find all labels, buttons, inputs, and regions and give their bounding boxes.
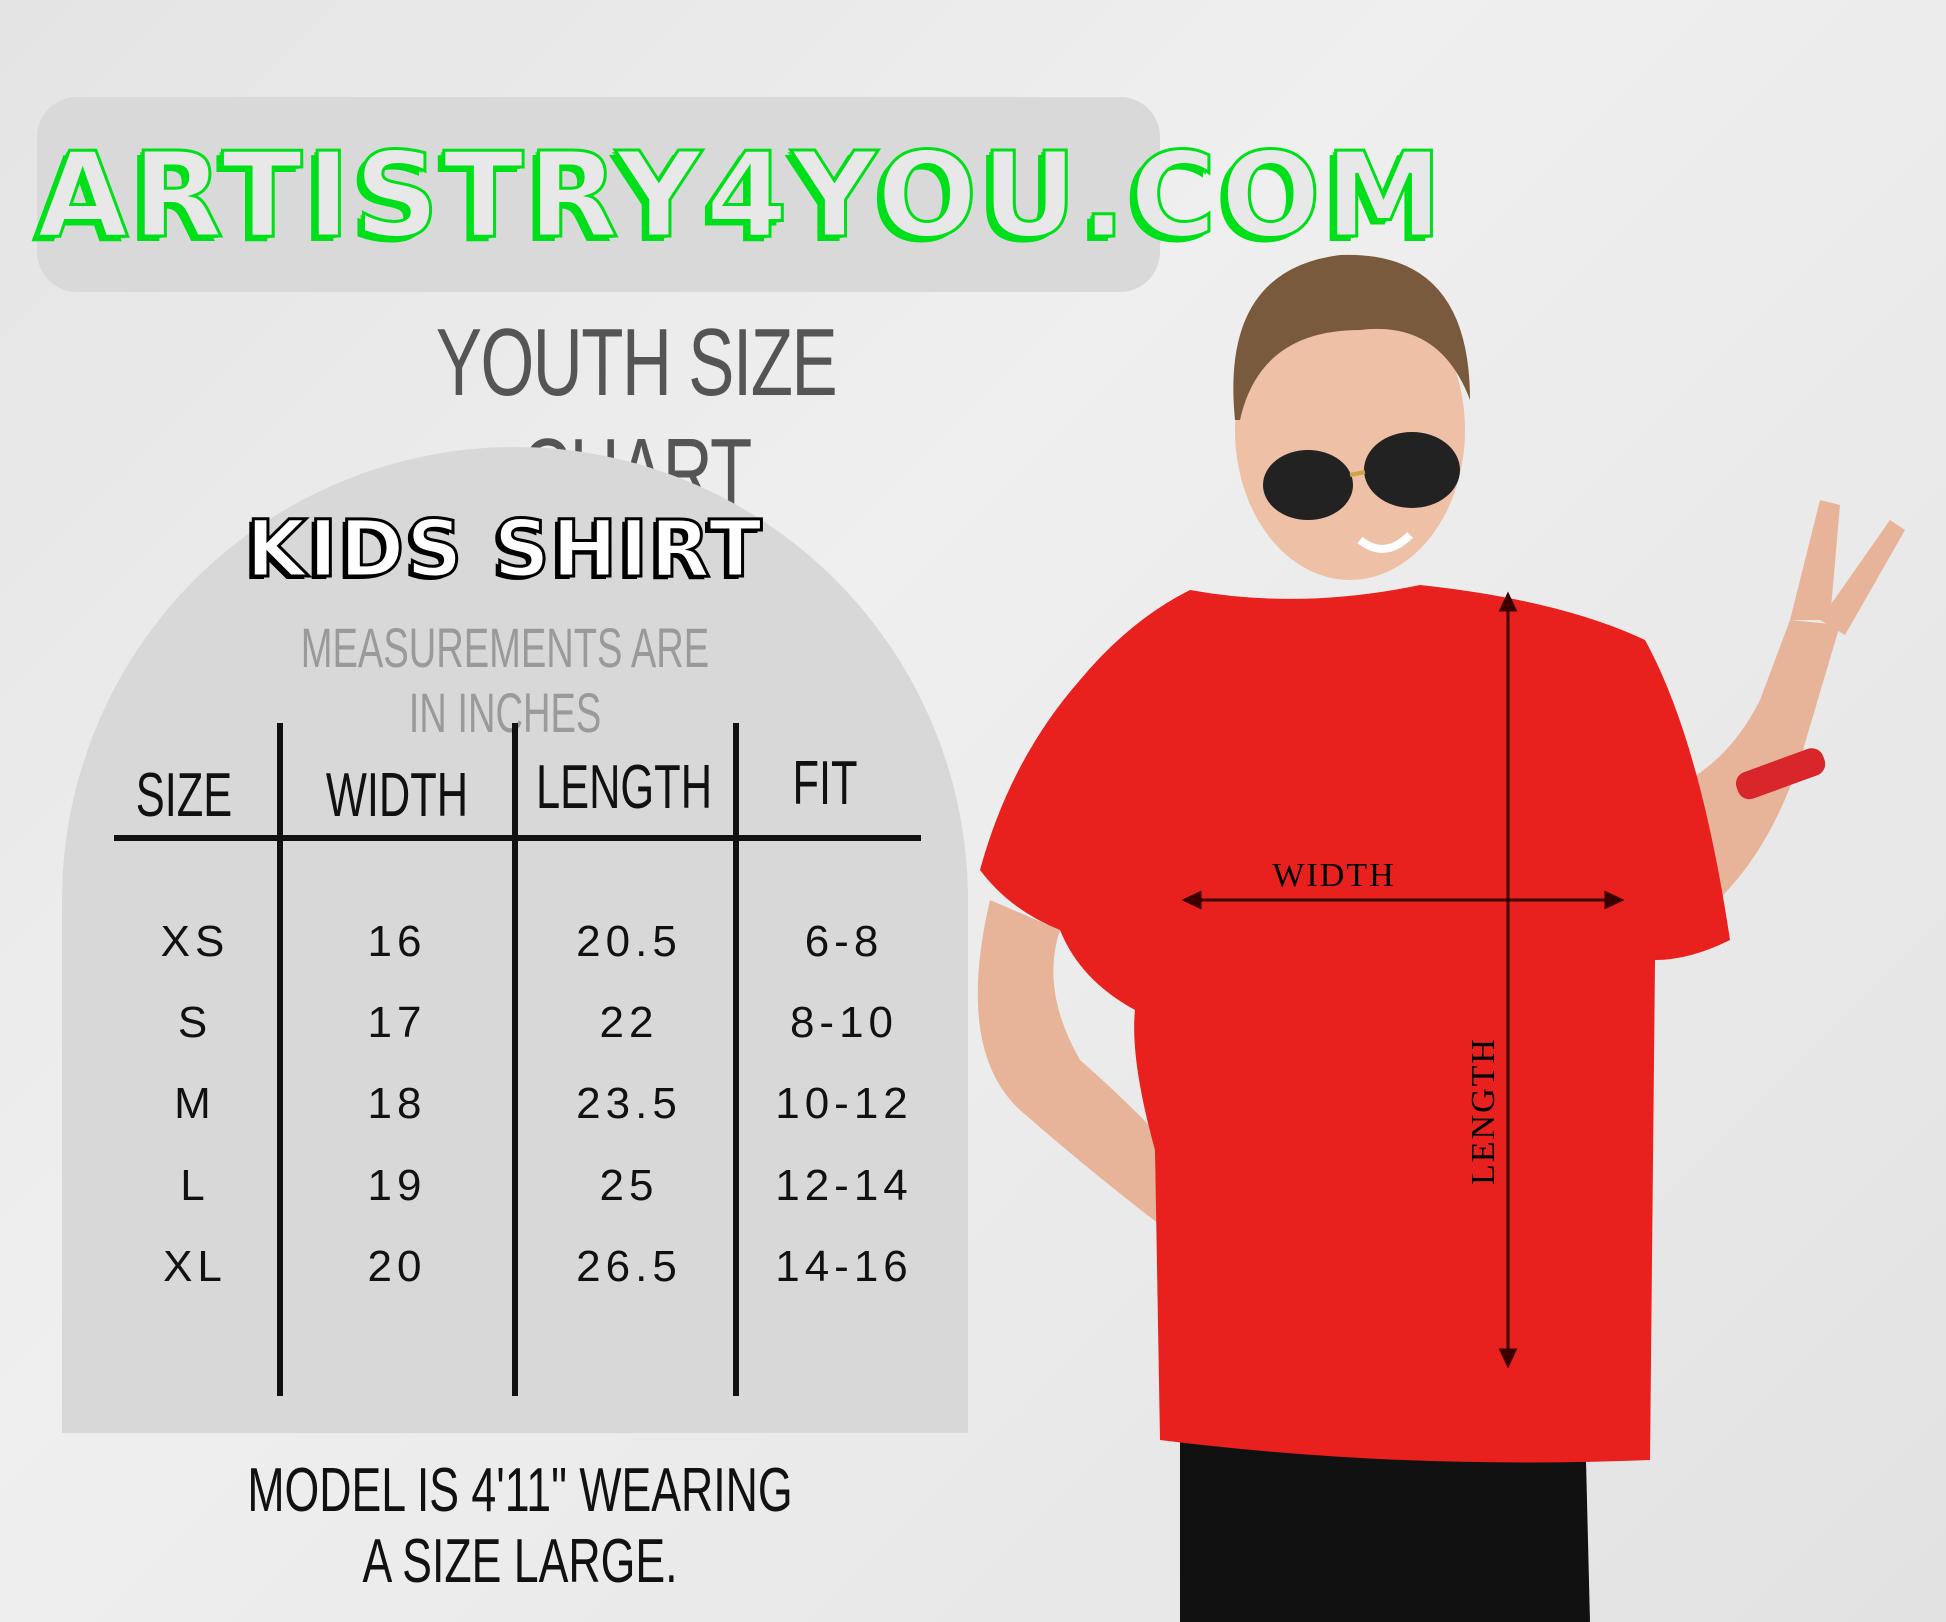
length-label: LENGTH [1465,1037,1502,1185]
model-note: MODEL IS 4'11" WEARING A SIZE LARGE. [247,1456,793,1596]
shorts [1180,1420,1590,1622]
header-fit: FIT [792,749,858,818]
table-cell: 16 [367,917,427,966]
table-cell: 10-12 [775,1079,913,1128]
table-cell: 12-14 [775,1161,913,1210]
width-label: WIDTH [1272,857,1395,894]
table-cell: 8-10 [789,998,899,1047]
table-cell: M [174,1079,216,1128]
table-cell: 22 [599,998,659,1047]
logo-banner [37,97,1160,292]
peace-sign-hand [1790,500,1905,635]
table-header-rule [114,835,921,841]
sunglasses-lens [1263,450,1353,520]
table-cell: 18 [367,1079,427,1128]
header-size: SIZE [135,761,233,830]
table-divider [277,723,283,1396]
table-cell: 17 [367,998,427,1047]
table-cell: XL [163,1242,227,1291]
table-divider [733,723,739,1396]
length-arrow [1498,591,1518,1369]
hair [1233,254,1470,420]
model-photo: WIDTH LENGTH [977,254,1905,1622]
wristband [1735,748,1826,800]
width-arrow [1181,890,1625,910]
sunglasses-lens [1364,432,1460,508]
table-cell: 6-8 [804,917,884,966]
card-subheading: MEASUREMENTS ARE IN INCHES [300,616,710,744]
smile [1357,532,1413,553]
red-shirt [980,585,1730,1463]
table-cell: 20.5 [576,917,682,966]
table-cell: 14-16 [775,1242,913,1291]
table-cell: XS [160,917,230,966]
table-cell: S [177,998,213,1047]
table-cell: 20 [367,1242,427,1291]
header-width: WIDTH [325,761,469,830]
table-cell: 26.5 [576,1242,682,1291]
table-cell: 19 [367,1161,427,1210]
table-cell: 23.5 [576,1079,682,1128]
table-cell: L [180,1161,210,1210]
card-heading: KIDS SHIRT [245,504,764,597]
table-cell: 25 [599,1161,659,1210]
table-divider [512,723,518,1396]
header-length: LENGTH [536,753,713,822]
